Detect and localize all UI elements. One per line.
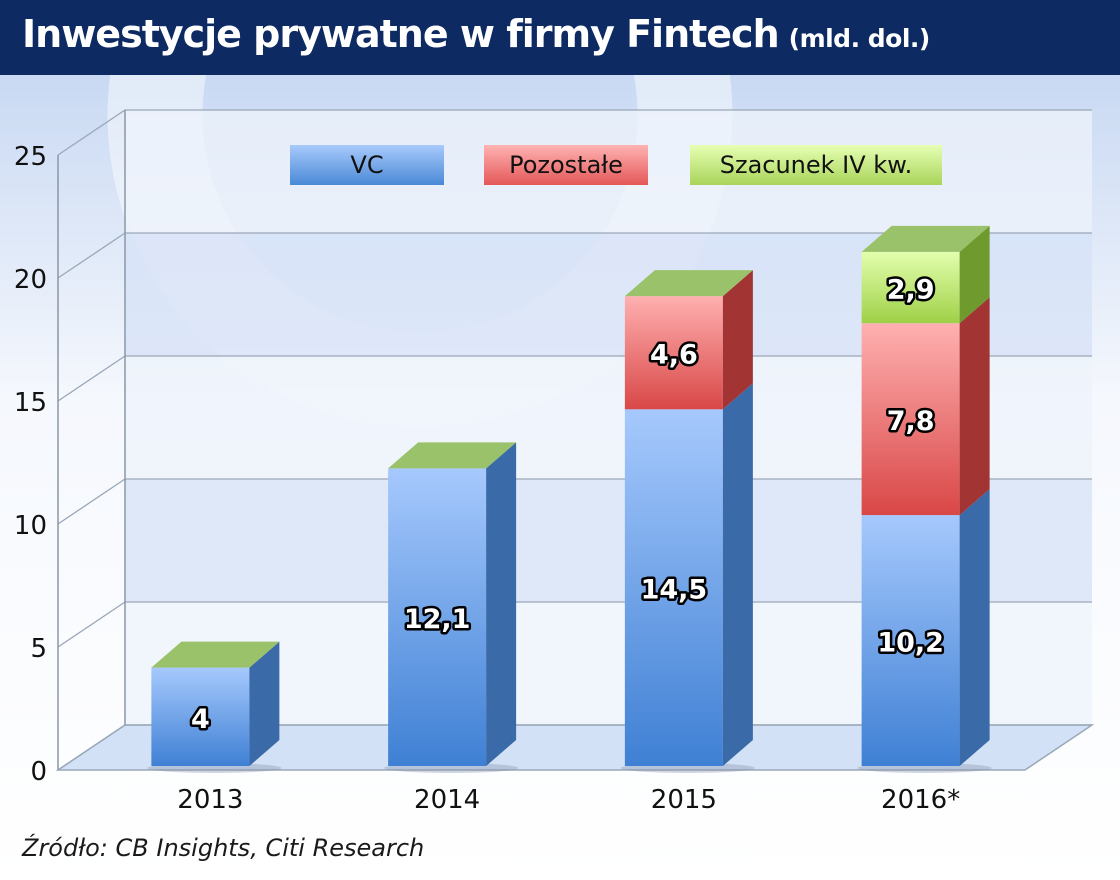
data-label: 14,5 xyxy=(641,575,708,606)
bar-side xyxy=(959,489,990,766)
bar-front xyxy=(624,296,723,410)
legend-item-vc: VC xyxy=(290,145,444,185)
bar-side xyxy=(486,442,517,766)
chart-unit: (mld. dol.) xyxy=(788,24,931,53)
bar-side xyxy=(959,225,990,324)
bar-top-cap xyxy=(151,641,280,668)
gridline-side xyxy=(57,478,126,525)
bar-front xyxy=(151,667,250,766)
data-label: 4,6 xyxy=(650,340,698,371)
data-label: 2,9 xyxy=(887,275,935,306)
y-tick-label: 25 xyxy=(14,142,47,172)
chart-title: Inwestycje prywatne w firmy Fintech xyxy=(22,12,780,56)
bar-side xyxy=(722,270,753,410)
bar-side xyxy=(722,383,753,766)
y-tick-label: 5 xyxy=(30,634,47,664)
x-tick-label: 2015 xyxy=(651,785,717,815)
y-tick-label: 0 xyxy=(30,757,47,787)
bar-side xyxy=(959,297,990,516)
legend-item-szacunek-iv-kw-: Szacunek IV kw. xyxy=(690,145,942,185)
y-tick-label: 15 xyxy=(14,388,47,418)
bar-front xyxy=(388,468,487,766)
x-tick-label: 2016* xyxy=(881,785,960,815)
y-tick-label: 20 xyxy=(14,265,47,295)
y-tick-label: 10 xyxy=(14,511,47,541)
bar-segment-vc-2014 xyxy=(388,442,517,766)
source-note: Źródło: CB Insights, Citi Research xyxy=(22,834,425,862)
bar-segment-pozosta-e-2016 xyxy=(861,297,990,516)
data-label: 12,1 xyxy=(404,604,471,635)
x-tick-label: 2014 xyxy=(414,785,480,815)
bar-chart: 0 5 10 15 20 25 2013 2014 2015 2016* 4 12,1 14,5 4,6 1… xyxy=(14,75,1095,815)
bar-segment-vc-2013 xyxy=(151,641,280,766)
bar-segment-pozosta-e-2015 xyxy=(624,270,753,410)
bar-top-cap xyxy=(624,270,753,297)
chart-area: 0 5 10 15 20 25 2013 2014 2015 2016* 4 12,1 14,5 4,6 1… xyxy=(0,75,1120,880)
bar-top-cap xyxy=(861,225,990,252)
header-bar: Inwestycje prywatne w firmy Fintech (mld… xyxy=(0,0,1120,75)
bar-front xyxy=(861,251,960,324)
gridline-side xyxy=(57,355,126,402)
data-label: 10,2 xyxy=(877,628,944,659)
bar-front xyxy=(861,323,960,516)
bar-segment-szacunek-iv-kw--2016 xyxy=(861,225,990,324)
bar-front xyxy=(624,409,723,766)
bar-front xyxy=(861,515,960,766)
bar-top-cap xyxy=(388,442,517,469)
gridline-side xyxy=(57,232,126,279)
data-label: 7,8 xyxy=(887,406,935,437)
x-tick-label: 2013 xyxy=(177,785,243,815)
bar-segment-vc-2015 xyxy=(624,383,753,766)
gridline-side xyxy=(57,601,126,648)
data-label: 4 xyxy=(191,704,210,735)
gridline-side xyxy=(57,724,126,771)
legend-item-pozosta-e: Pozostałe xyxy=(484,145,648,185)
bar-segment-vc-2016 xyxy=(861,489,990,766)
gridline-side xyxy=(57,109,126,156)
bar-side xyxy=(249,641,280,766)
